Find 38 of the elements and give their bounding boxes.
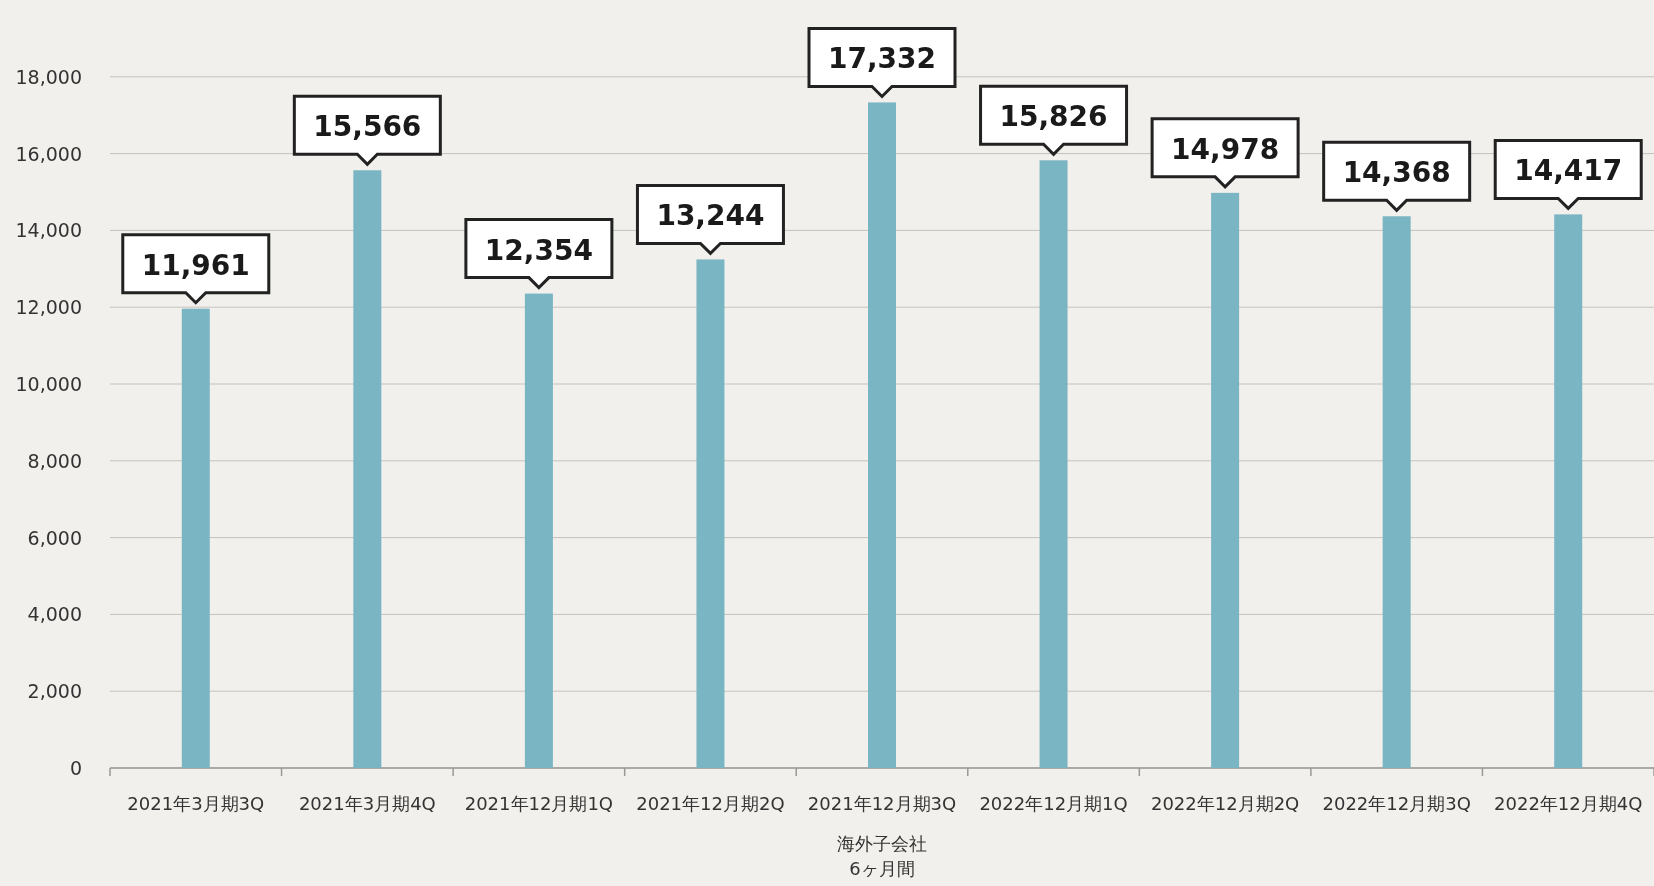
y-tick-label: 16,000 bbox=[15, 142, 82, 165]
bar bbox=[524, 293, 553, 768]
data-label: 12,354 bbox=[484, 233, 593, 267]
data-label: 11,961 bbox=[141, 248, 250, 282]
data-label: 17,332 bbox=[827, 42, 937, 76]
x-tick-label: 2022年12月期4Q bbox=[1494, 793, 1643, 814]
x-tick-label: 2021年12月期3Q bbox=[807, 793, 957, 814]
bar bbox=[353, 170, 382, 768]
x-tick-label: 2021年12月期2Q bbox=[636, 793, 785, 814]
bar bbox=[1382, 216, 1411, 768]
data-label: 13,244 bbox=[656, 199, 765, 233]
x-tick-label: 2022年12月期1Q bbox=[979, 793, 1128, 814]
data-label: 14,417 bbox=[1514, 154, 1623, 188]
x-tick-label: 2021年3月期3Q bbox=[127, 793, 265, 814]
y-tick-label: 0 bbox=[69, 757, 82, 779]
bar bbox=[181, 308, 210, 768]
y-tick-label: 2,000 bbox=[27, 680, 82, 703]
data-label: 14,368 bbox=[1342, 156, 1451, 190]
data-label: 15,826 bbox=[999, 100, 1108, 134]
y-tick-label: 18,000 bbox=[15, 65, 82, 88]
x-tick-label: 2021年12月期1Q bbox=[464, 793, 614, 814]
y-tick-label: 6,000 bbox=[27, 526, 82, 549]
bar bbox=[1039, 160, 1068, 768]
bar bbox=[868, 102, 896, 768]
y-tick-label: 10,000 bbox=[15, 373, 82, 395]
y-tick-label: 14,000 bbox=[15, 219, 82, 242]
y-tick-label: 4,000 bbox=[27, 603, 82, 626]
data-label: 14,978 bbox=[1171, 132, 1280, 166]
x-tick-label: 2022年12月期2Q bbox=[1150, 793, 1300, 814]
x-tick-label: 2021年3月期4Q bbox=[298, 793, 436, 814]
bar bbox=[1211, 192, 1240, 768]
y-tick-label: 8,000 bbox=[27, 449, 82, 472]
y-tick-label: 12,000 bbox=[15, 296, 82, 319]
data-label: 15,566 bbox=[313, 110, 422, 144]
bar bbox=[696, 259, 725, 768]
x-axis-title: 海外子会社 6ヶ月間 bbox=[837, 833, 927, 879]
x-tick-label: 2022年12月期3Q bbox=[1322, 793, 1471, 814]
bar bbox=[1554, 214, 1583, 768]
